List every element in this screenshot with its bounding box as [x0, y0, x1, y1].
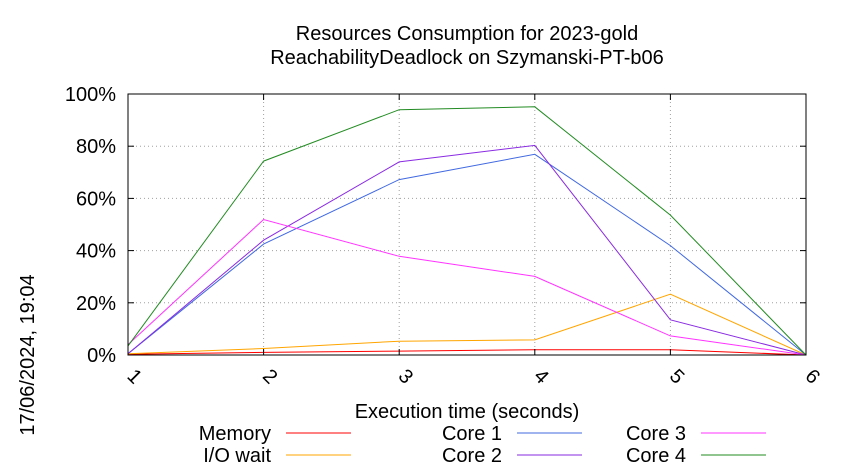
x-axis-ticks: 1 2 3 4 5 6	[123, 94, 824, 388]
x-tick-label: 1	[123, 365, 146, 388]
legend-label-core-4: Core 4	[626, 445, 686, 467]
y-tick-label: 40%	[76, 241, 116, 263]
x-tick-label: 4	[529, 365, 552, 388]
series-lines	[127, 106, 807, 356]
y-tick-label: 80%	[76, 136, 116, 158]
x-axis-label: Execution time (seconds)	[355, 401, 580, 423]
series-line-i-o-wait	[127, 293, 807, 356]
legend-label-core-3: Core 3	[626, 423, 686, 445]
y-tick-label: 100%	[65, 84, 116, 106]
legend-label-core-2: Core 2	[442, 445, 502, 467]
grid	[128, 94, 806, 355]
series-line-memory	[127, 349, 807, 356]
series-line-core-4	[127, 106, 807, 356]
series-line-core-3	[127, 218, 807, 356]
timestamp-label: 17/06/2024, 19:04	[17, 274, 39, 435]
x-tick-label: 2	[258, 365, 281, 388]
legend-label-memory: Memory	[199, 423, 271, 445]
y-tick-label: 0%	[87, 345, 116, 367]
chart-title-line1: Resources Consumption for 2023-gold	[296, 23, 638, 45]
x-tick-label: 3	[394, 365, 417, 388]
x-tick-label: 6	[801, 365, 824, 388]
plot-frame	[127, 93, 807, 356]
legend-label-core-1: Core 1	[442, 423, 502, 445]
series-line-core-2	[127, 144, 807, 356]
y-tick-label: 20%	[76, 293, 116, 315]
legend-label-i-o-wait: I/O wait	[203, 445, 271, 467]
chart-title-line2: ReachabilityDeadlock on Szymanski-PT-b06	[270, 47, 664, 69]
y-axis-ticks: 0% 20% 40% 60% 80% 100%	[65, 84, 806, 367]
y-tick-label: 60%	[76, 188, 116, 210]
x-tick-label: 5	[665, 365, 688, 388]
series-line-core-1	[127, 153, 807, 356]
